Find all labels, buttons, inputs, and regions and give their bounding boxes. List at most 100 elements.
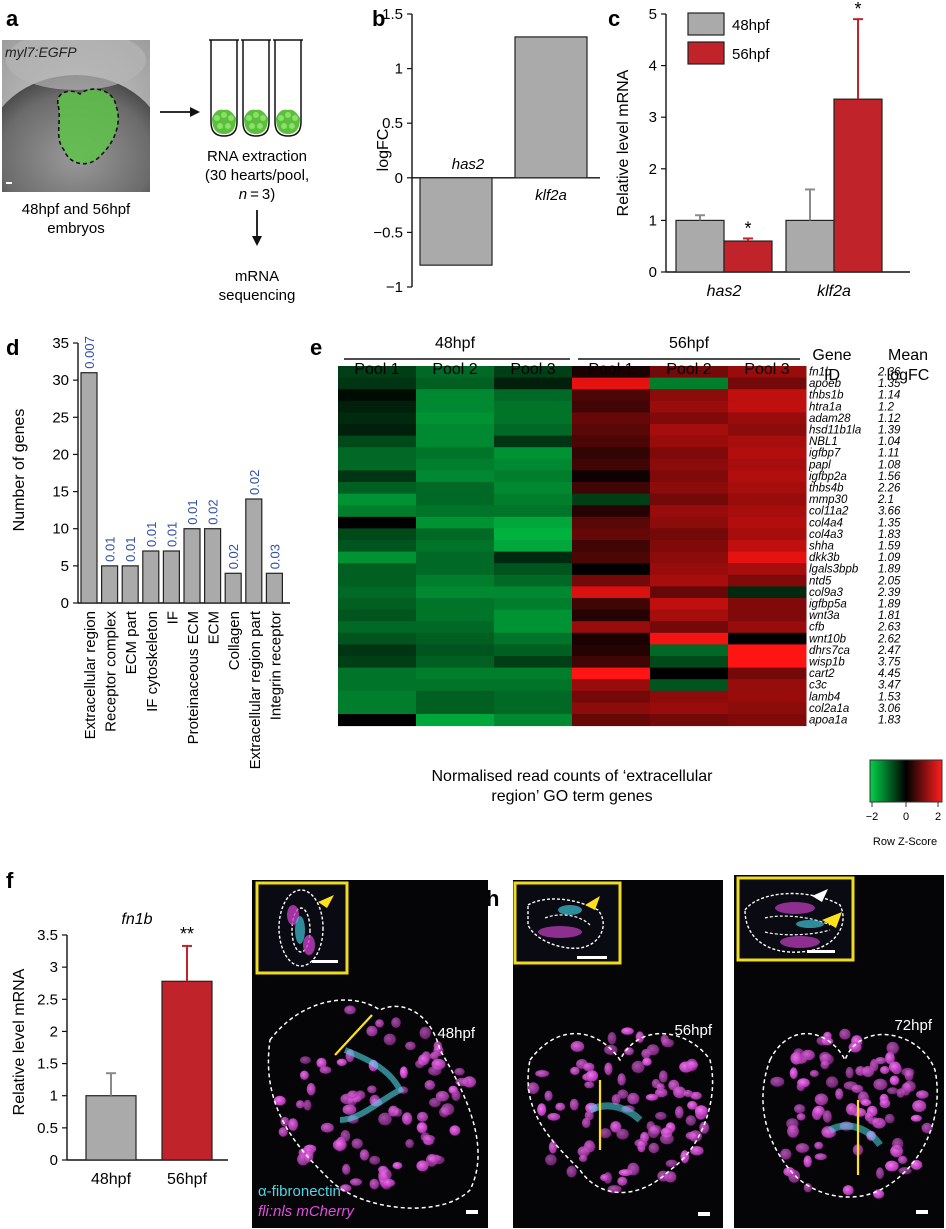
nucleus: [607, 1032, 617, 1045]
heatmap-cell: [416, 505, 495, 518]
transgene-label: myl7:EGFP: [5, 44, 77, 60]
nucleus: [873, 1078, 888, 1091]
nucleus: [848, 1042, 862, 1053]
nucleus: [566, 1165, 577, 1178]
heatmap-cell: [338, 424, 417, 437]
nucleus: [910, 1114, 922, 1122]
category-label: IF cytoskeleton: [144, 611, 161, 712]
gene-id: NBL1: [809, 436, 838, 448]
nucleus: [795, 1143, 810, 1153]
heatmap-cell: [338, 482, 417, 495]
nucleus: [889, 1075, 900, 1086]
nucleus: [273, 1095, 286, 1106]
heatmap-caption: region’ GO term genes: [491, 788, 652, 805]
heatmap-cell: [572, 690, 651, 703]
nucleus: [851, 1084, 864, 1094]
heatmap-cell: [494, 528, 573, 541]
category-label: has2: [707, 283, 742, 300]
y-tick-label: 3: [649, 109, 657, 126]
nucleus: [790, 1052, 803, 1065]
gene-id: c3c: [809, 680, 827, 692]
nucleus: [280, 1116, 290, 1127]
nucleus: [627, 1162, 640, 1176]
heatmap-cell: [416, 435, 495, 448]
y-tick-label: 0: [61, 595, 69, 612]
chart-f: 3.5 3 2.5 2 1.5 1 0.5 0 48hpf ** 56hpf fn1b Relative…: [11, 911, 228, 1188]
heatmap-cell: [416, 470, 495, 483]
nucleus: [879, 1098, 891, 1109]
gene-id: lamb4: [809, 691, 840, 703]
heatmap-cell: [650, 424, 729, 437]
nucleus: [864, 1111, 873, 1122]
rna-extraction-line2: (30 hearts/pool,: [205, 167, 309, 184]
gene-id: wnt3a: [809, 610, 840, 622]
heatmap-cell: [650, 644, 729, 657]
heatmap-cell: [650, 621, 729, 634]
y-tick-label: 4: [649, 58, 657, 75]
nucleus: [641, 1048, 651, 1059]
nucleus: [332, 1139, 347, 1151]
nucleus: [295, 1100, 305, 1109]
heatmap-cell: [728, 482, 807, 495]
heatmap-cell: [650, 702, 729, 715]
heatmap-cell: [728, 656, 807, 669]
gene-id: apoa1a: [809, 715, 847, 727]
nucleus: [369, 1155, 381, 1165]
nucleus: [342, 1104, 357, 1115]
mean-logfc: 3.47: [878, 680, 901, 692]
heatmap-cell: [416, 528, 495, 541]
nucleus: [649, 1124, 662, 1135]
heatmap-cell: [728, 516, 807, 529]
heatmap-cell: [416, 540, 495, 553]
nucleus: [885, 1160, 899, 1172]
heatmap-cell: [338, 389, 417, 402]
heatmap-cell: [338, 574, 417, 587]
nucleus: [888, 1061, 901, 1073]
nucleus: [366, 1025, 378, 1037]
heatmap-cell: [338, 598, 417, 611]
nucleus: [569, 1098, 579, 1111]
gene-id: wnt10b: [809, 633, 847, 645]
heatmap-cell: [494, 412, 573, 425]
heatmap-cell: [338, 505, 417, 518]
y-tick-label: 30: [52, 372, 69, 389]
category-label: Proteinaceous ECM: [185, 611, 202, 744]
nucleus: [378, 1168, 392, 1181]
nucleus: [555, 1102, 566, 1111]
pvalue-label: 0.01: [123, 537, 138, 562]
nucleus: [570, 1066, 580, 1075]
scale-bar: [312, 960, 338, 963]
nucleus: [336, 1058, 347, 1067]
gene-id: wisp1b: [809, 657, 845, 669]
heatmap-cell: [650, 458, 729, 471]
inset-h: [513, 881, 622, 965]
column-label: Pool 1: [354, 361, 399, 378]
heatmap-cell: [728, 551, 807, 564]
bar-48hpf-klf2a: [785, 219, 835, 273]
heatmap-cell: [650, 389, 729, 402]
heatmap-cell: [494, 714, 573, 727]
heatmap-cell: [572, 667, 651, 680]
heatmap-cell: [572, 632, 651, 645]
y-tick-label: 1: [50, 1088, 58, 1105]
nucleus: [783, 1167, 795, 1177]
mean-logfc: 3.75: [878, 657, 901, 669]
mean-logfc: 1.14: [878, 390, 900, 402]
panel-letter-a: a: [6, 6, 19, 31]
bar-9: [265, 572, 283, 604]
nucleus: [369, 1178, 380, 1190]
heatmap-cell: [338, 447, 417, 460]
y-tick-label: 2: [649, 161, 657, 178]
heatmap-cell: [338, 435, 417, 448]
pvalue-label: 0.01: [164, 522, 179, 547]
heatmap-cell: [572, 482, 651, 495]
nucleus: [814, 1093, 829, 1106]
nucleus: [624, 1047, 634, 1056]
gene-id: col11a2: [809, 506, 849, 518]
colorbar-tick-label: 2: [935, 811, 941, 823]
heatmap-cell: [416, 609, 495, 622]
mean-logfc: 3.06: [878, 703, 901, 715]
nucleus: [683, 1089, 693, 1098]
nucleus: [860, 1098, 872, 1107]
column-label: Pool 3: [744, 361, 789, 378]
